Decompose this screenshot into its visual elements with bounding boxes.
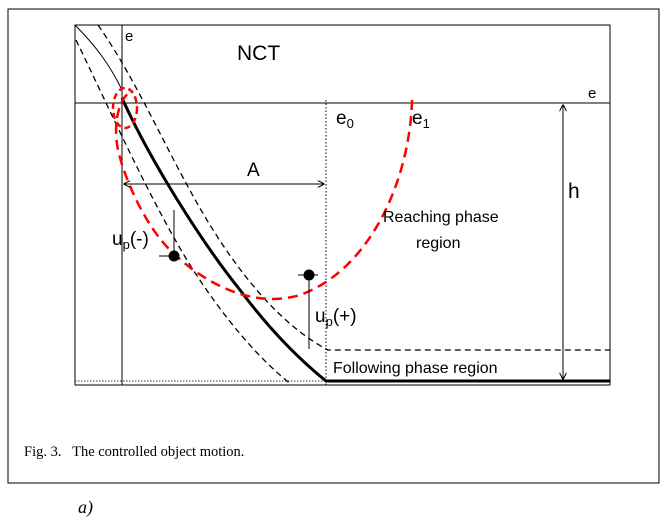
- up-neg-point: [168, 250, 180, 262]
- reference-curve: [75, 25, 123, 91]
- e0-label: e0: [336, 108, 354, 131]
- up-neg-label: up(-): [112, 229, 149, 252]
- figure-caption: Fig. 3. The controlled object motion.: [24, 444, 244, 460]
- region-label-nct: NCT: [237, 42, 280, 65]
- up-pos-point: [303, 269, 315, 281]
- up-pos-label: up(+): [315, 306, 357, 329]
- axis-label-e: e: [588, 85, 596, 102]
- reaching-phase-label-line2: region: [416, 235, 460, 252]
- reaching-phase-curve: [114, 90, 414, 301]
- reaching-phase-label-line1: Reaching phase: [383, 209, 499, 226]
- plot-border: [74, 24, 611, 386]
- distance-label: A: [247, 160, 260, 181]
- sliding-trajectory: [120, 97, 610, 383]
- following-phase-label: Following phase region: [333, 360, 498, 377]
- lower-dashed-curve: [75, 39, 293, 385]
- start-point-circle: [111, 86, 139, 130]
- figure-frame: [7, 8, 660, 484]
- subfigure-label: a): [78, 497, 93, 518]
- diagram-area: e NCT e e0 e1 A h Reaching phase region …: [74, 24, 611, 386]
- upper-dashed-curve: [97, 25, 610, 351]
- e1-label: e1: [412, 108, 430, 131]
- height-label: h: [568, 180, 580, 203]
- corner-label: e: [125, 28, 133, 45]
